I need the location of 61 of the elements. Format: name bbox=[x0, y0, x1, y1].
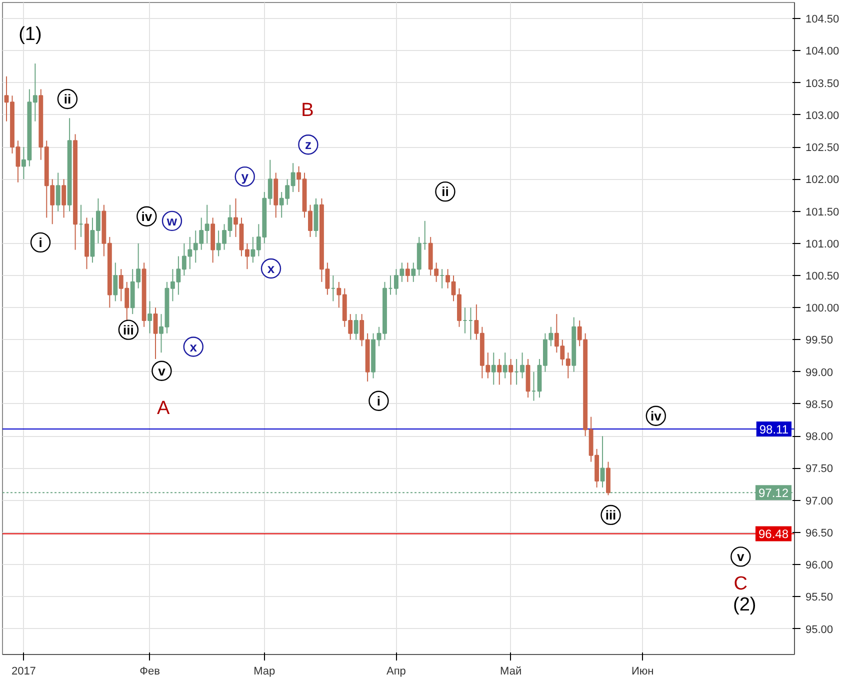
y-tick-label: 96.50 bbox=[806, 527, 834, 540]
x-tick-label: Фев bbox=[140, 666, 160, 678]
x-tick-label: 2017 bbox=[11, 666, 36, 678]
annotation: B bbox=[301, 100, 314, 122]
candlestick bbox=[497, 358, 502, 386]
annotation: z bbox=[304, 137, 312, 152]
y-tick-label: 98.50 bbox=[806, 398, 834, 411]
annotation: C bbox=[734, 574, 748, 595]
y-tick-label: 97.00 bbox=[806, 495, 834, 508]
y-tick-label: 101.50 bbox=[806, 206, 840, 218]
candlestick bbox=[405, 262, 410, 282]
y-tick-label: 103.50 bbox=[806, 78, 840, 90]
annotation: ii bbox=[442, 184, 449, 200]
x-tick-label: Апр bbox=[386, 666, 406, 678]
y-tick-label: 104.00 bbox=[806, 46, 840, 58]
annotation: (1) bbox=[18, 24, 42, 45]
y-tick-label: 95.50 bbox=[806, 592, 834, 604]
x-tick-label: Мар bbox=[254, 666, 276, 678]
annotation: y bbox=[241, 169, 250, 184]
annotation: x bbox=[190, 339, 198, 354]
candlestick bbox=[600, 436, 605, 488]
annotation: w bbox=[166, 213, 178, 228]
y-tick-label: 96.00 bbox=[806, 560, 834, 572]
candlestick bbox=[354, 314, 358, 340]
candlestick bbox=[153, 307, 158, 360]
annotation: i bbox=[376, 393, 381, 408]
annotation: x bbox=[267, 261, 276, 276]
y-tick-label: 100.00 bbox=[806, 302, 840, 315]
ref-line-label: 98.11 bbox=[759, 422, 789, 437]
candlestick bbox=[491, 352, 496, 386]
x-tick-label: Май bbox=[500, 666, 522, 678]
candlestick bbox=[113, 262, 118, 302]
y-tick-label: 99.00 bbox=[806, 366, 834, 379]
annotation: v bbox=[737, 549, 746, 564]
y-tick-label: 95.00 bbox=[806, 624, 834, 636]
y-tick-label: 100.50 bbox=[806, 270, 840, 283]
ref-line-label: 97.12 bbox=[758, 486, 789, 500]
y-tick-label: 99.50 bbox=[806, 334, 834, 347]
annotation: i bbox=[38, 234, 42, 250]
y-tick-label: 102.00 bbox=[806, 174, 840, 186]
annotation: (2) bbox=[732, 594, 756, 616]
x-tick-label: Июн bbox=[632, 666, 654, 678]
y-tick-label: 103.00 bbox=[806, 110, 840, 122]
annotation: iv bbox=[650, 408, 662, 424]
candlestick bbox=[502, 352, 508, 379]
annotation: iv bbox=[141, 208, 153, 224]
y-tick-label: 104.50 bbox=[806, 14, 840, 26]
candlestick bbox=[508, 358, 514, 386]
annotation: iii bbox=[123, 322, 134, 338]
candlestick bbox=[62, 178, 66, 218]
ref-line-label: 96.48 bbox=[758, 527, 789, 542]
annotation: v bbox=[158, 363, 166, 378]
y-tick-label: 101.00 bbox=[806, 238, 840, 250]
annotation: ii bbox=[64, 91, 72, 106]
y-tick-label: 98.00 bbox=[806, 431, 834, 444]
y-tick-label: 102.50 bbox=[806, 142, 840, 154]
candlestick bbox=[56, 172, 60, 212]
annotation: A bbox=[156, 398, 170, 420]
y-tick-label: 97.50 bbox=[806, 463, 834, 476]
annotation: iii bbox=[605, 507, 616, 522]
candlestick bbox=[148, 300, 152, 334]
